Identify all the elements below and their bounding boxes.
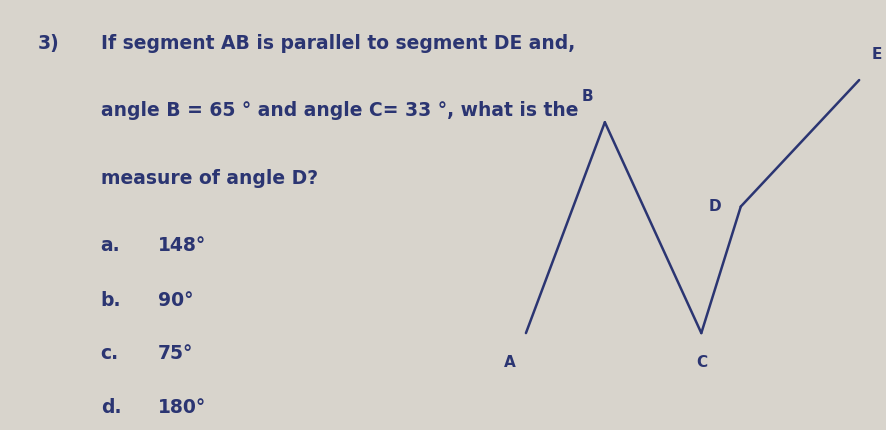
Text: 75°: 75° xyxy=(158,344,193,362)
Text: 180°: 180° xyxy=(158,399,206,418)
Text: 3): 3) xyxy=(37,34,59,53)
Text: 90°: 90° xyxy=(158,291,193,310)
Text: D: D xyxy=(707,199,720,214)
Text: b.: b. xyxy=(100,291,121,310)
Text: E: E xyxy=(871,47,881,62)
Text: A: A xyxy=(504,355,516,370)
Text: a.: a. xyxy=(100,236,120,255)
Text: 148°: 148° xyxy=(158,236,206,255)
Text: c.: c. xyxy=(100,344,119,362)
Text: angle B = 65 ° and angle C= 33 °, what is the: angle B = 65 ° and angle C= 33 °, what i… xyxy=(100,101,578,120)
Text: If segment AB is parallel to segment DE and,: If segment AB is parallel to segment DE … xyxy=(100,34,574,53)
Text: C: C xyxy=(695,355,706,370)
Text: B: B xyxy=(581,89,593,104)
Text: d.: d. xyxy=(100,399,121,418)
Text: measure of angle D?: measure of angle D? xyxy=(100,169,317,187)
